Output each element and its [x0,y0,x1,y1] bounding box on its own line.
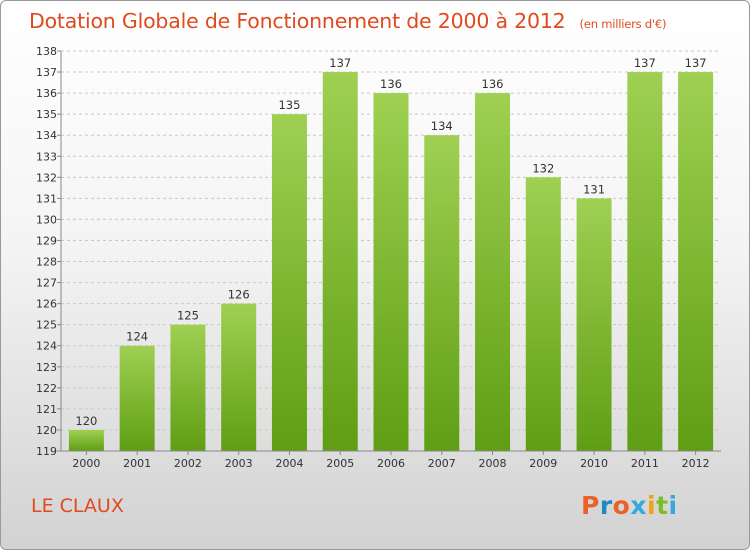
y-tick-label: 134 [36,129,57,142]
y-tick-label: 120 [36,424,57,437]
y-tick-label: 127 [36,277,57,290]
y-tick-label: 122 [36,382,57,395]
y-tick-label: 124 [36,340,57,353]
bar-value-label: 135 [278,98,300,112]
bar-2000 [68,429,104,451]
bar-2001 [119,345,155,451]
bar-2009 [525,177,561,451]
y-tick-label: 131 [36,192,57,205]
bar-value-label: 137 [685,56,707,70]
y-tick-label: 125 [36,319,57,332]
y-tick-label: 130 [36,213,57,226]
proxiti-logo: Proxiti [581,491,678,520]
y-tick-label: 138 [36,45,57,58]
y-tick-label: 123 [36,361,57,374]
y-tick-label: 136 [36,87,57,100]
x-tick-label: 2007 [428,457,456,470]
bar-2007 [424,135,460,452]
bar-2011 [627,72,663,451]
bar-2008 [475,93,511,452]
x-tick-label: 2006 [377,457,405,470]
x-tick-label: 2005 [326,457,354,470]
chart-title: Dotation Globale de Fonctionnement de 20… [29,9,667,33]
x-tick-label: 2001 [123,457,151,470]
y-tick-label: 132 [36,171,57,184]
bar-2002 [170,324,206,451]
x-tick-label: 2010 [580,457,608,470]
bar-value-label: 131 [583,182,605,196]
bar-value-label: 136 [482,77,504,91]
x-tick-label: 2002 [174,457,202,470]
bar-value-label: 137 [329,56,351,70]
chart-title-text: Dotation Globale de Fonctionnement de 20… [29,9,566,33]
bar-2010 [576,198,612,451]
y-tick-label: 128 [36,256,57,269]
x-tick-label: 2004 [275,457,303,470]
logo-letter: i [668,491,678,520]
x-tick-label: 2003 [225,457,253,470]
logo-letter: i [647,491,657,520]
logo-letter: o [612,491,631,520]
y-tick-label: 121 [36,403,57,416]
bar-value-label: 120 [75,414,97,428]
bar-value-label: 134 [431,119,453,133]
x-tick-label: 2008 [479,457,507,470]
x-tick-label: 2011 [631,457,659,470]
x-axis: 2000 2001 2002 2003 2004 2005 2006 2007 2008 2009… [61,450,721,470]
bar-value-label: 124 [126,330,148,344]
bar-2005 [322,72,358,451]
bar-2006 [373,93,409,452]
bar-value-label: 126 [228,288,250,302]
logo-letter: t [656,491,669,520]
bar-value-label: 125 [177,309,199,323]
location-label: LE CLAUX [31,495,124,517]
y-tick-label: 126 [36,298,57,311]
bar-value-label: 137 [634,56,656,70]
bar-value-label: 136 [380,77,402,91]
y-tick-label: 135 [36,108,57,121]
y-tick-label: 129 [36,234,57,247]
chart-unit: (en milliers d'€) [579,17,667,31]
y-tick-label: 133 [36,150,57,163]
bar-2012 [678,72,714,451]
bar-2004 [271,114,307,451]
bar-value-label: 132 [532,161,554,175]
x-tick-label: 2000 [72,457,100,470]
bar-2003 [221,303,257,451]
y-axis: 119 120 121 122 123 124 125 126 127 128 129 130 131 1… [36,45,62,458]
y-tick-label: 137 [36,66,57,79]
logo-letter: x [630,491,647,520]
bars: 120 124 125 126 135 137 136 134 136 132 131 137 137 [68,56,714,452]
x-tick-label: 2009 [529,457,557,470]
logo-letter: r [599,491,613,520]
y-tick-label: 119 [36,445,57,458]
x-tick-label: 2012 [682,457,710,470]
logo-letter: P [581,491,600,520]
